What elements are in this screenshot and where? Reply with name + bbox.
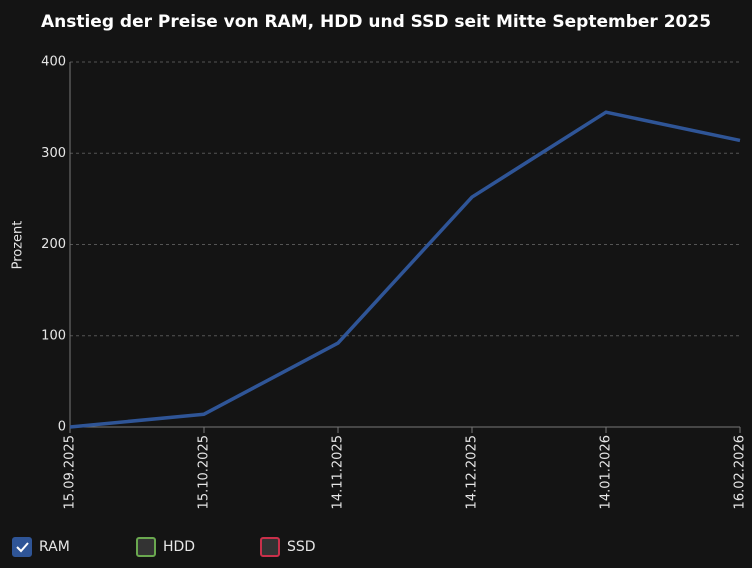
x-tick-label: 15.10.2025 bbox=[197, 435, 212, 509]
legend-check bbox=[16, 542, 29, 553]
legend-label: RAM bbox=[39, 539, 70, 555]
y-tick-label: 0 bbox=[58, 420, 66, 435]
legend-label: HDD bbox=[163, 539, 195, 555]
y-tick-label: 400 bbox=[41, 55, 66, 70]
legend-item[interactable]: SSD bbox=[260, 537, 316, 557]
legend-checkbox bbox=[136, 537, 156, 557]
x-tick-label: 15.09.2025 bbox=[63, 435, 78, 509]
legend-item[interactable]: RAM bbox=[12, 537, 70, 557]
y-tick-label: 100 bbox=[41, 328, 66, 343]
line bbox=[69, 110, 741, 429]
legend-label: SSD bbox=[287, 539, 316, 555]
x-tick-label: 14.12.2025 bbox=[465, 435, 480, 509]
legend-checkbox bbox=[260, 537, 280, 557]
x-tick-label: 14.01.2026 bbox=[599, 435, 614, 509]
y-axis-title: Prozent bbox=[11, 221, 26, 270]
x-tick-label: 14.11.2025 bbox=[331, 435, 346, 509]
y-tick-label: 300 bbox=[41, 146, 66, 161]
chart-title: Anstieg der Preise von RAM, HDD und SSD … bbox=[41, 12, 711, 32]
x-tick-label: 16.02.2026 bbox=[733, 435, 748, 509]
legend-item[interactable]: HDD bbox=[136, 537, 195, 557]
y-tick-label: 200 bbox=[41, 237, 66, 252]
legend-checkbox bbox=[12, 537, 32, 557]
